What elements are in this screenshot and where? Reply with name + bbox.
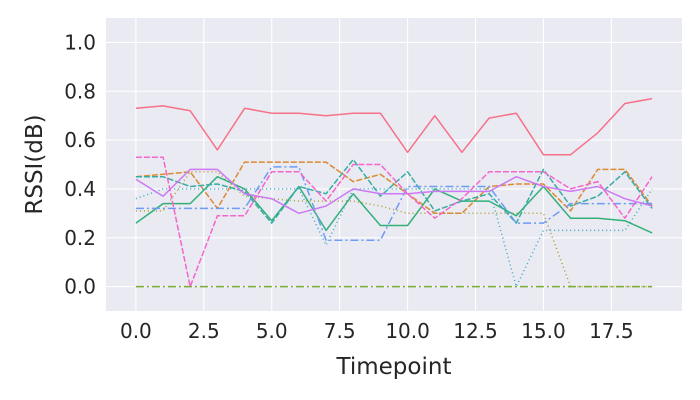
series-line-6 bbox=[135, 158, 653, 224]
y-tick-label: 0.4 bbox=[64, 177, 96, 201]
x-tick-label: 7.5 bbox=[324, 319, 356, 343]
series-line-1 bbox=[135, 97, 653, 156]
series-line-10 bbox=[135, 156, 653, 288]
series-line-9 bbox=[135, 168, 653, 215]
y-tick-label: 1.0 bbox=[64, 30, 96, 54]
plot-background bbox=[106, 18, 682, 311]
series-line-5 bbox=[135, 175, 653, 234]
x-tick-labels: 0.0 2.5 5.0 7.5 10.0 12.5 15.0 17.5 bbox=[120, 319, 634, 343]
series-lines bbox=[135, 97, 653, 288]
y-axis-label: RSSI(dB) bbox=[22, 114, 48, 214]
y-tick-label: 0.2 bbox=[64, 226, 96, 250]
x-tick-label: 0.0 bbox=[120, 319, 152, 343]
y-tick-label: 0.6 bbox=[64, 128, 96, 152]
x-tick-label: 17.5 bbox=[589, 319, 634, 343]
x-tick-label: 10.0 bbox=[385, 319, 430, 343]
x-tick-label: 5.0 bbox=[256, 319, 288, 343]
x-tick-label: 2.5 bbox=[188, 319, 220, 343]
x-axis-label: Timepoint bbox=[336, 354, 452, 380]
y-tick-labels: 0.0 0.2 0.4 0.6 0.8 1.0 bbox=[64, 30, 96, 298]
x-tick-label: 12.5 bbox=[453, 319, 498, 343]
series-line-8 bbox=[135, 166, 653, 241]
y-tick-label: 0.0 bbox=[64, 275, 96, 299]
y-tick-label: 0.8 bbox=[64, 79, 96, 103]
series-line-3 bbox=[135, 171, 653, 288]
x-tick-label: 15.0 bbox=[521, 319, 566, 343]
